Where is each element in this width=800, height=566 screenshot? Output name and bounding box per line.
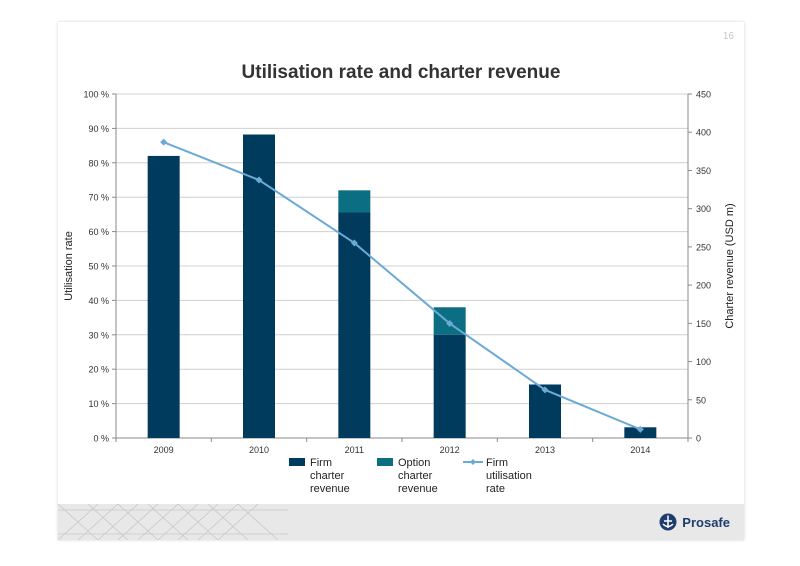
y-left-axis-label: Utilisation rate xyxy=(63,231,75,301)
line-point-2014 xyxy=(636,425,644,433)
y-left-tick-label: 90 % xyxy=(88,124,109,134)
bar-firm-2009 xyxy=(147,155,180,439)
legend-label: Firm xyxy=(486,457,508,469)
legend-label: revenue xyxy=(398,483,438,495)
line-point-2009 xyxy=(160,138,168,146)
y-right-tick-label: 150 xyxy=(696,319,711,329)
x-tick-label: 2010 xyxy=(249,445,269,455)
page-number: 16 xyxy=(722,31,734,42)
legend-label: rate xyxy=(486,483,505,495)
y-right-tick-label: 250 xyxy=(696,242,711,252)
legend-swatch-marker xyxy=(470,459,476,465)
legend-label: Option xyxy=(398,457,430,469)
bar-firm-2011 xyxy=(338,212,371,438)
y-right-tick-label: 0 xyxy=(696,434,701,444)
legend-label: charter xyxy=(310,470,345,482)
y-right-tick-label: 400 xyxy=(696,128,711,138)
x-tick-label: 2012 xyxy=(440,445,460,455)
slide: 16 Utilisation rate and charter revenue … xyxy=(58,22,744,540)
y-left-tick-label: 70 % xyxy=(88,193,109,203)
legend-label: revenue xyxy=(310,483,350,495)
brand-name: Prosafe xyxy=(682,514,730,530)
bar-firm-2012 xyxy=(433,334,466,438)
x-tick-label: 2011 xyxy=(345,445,364,455)
line-point-2013 xyxy=(541,386,549,394)
y-left-tick-label: 50 % xyxy=(88,262,109,272)
x-tick-label: 2009 xyxy=(154,445,174,455)
y-right-tick-label: 300 xyxy=(696,204,711,214)
y-left-tick-label: 30 % xyxy=(88,330,109,340)
line-firm-utilisation xyxy=(163,141,641,431)
chart-title: Utilisation rate and charter revenue xyxy=(241,62,561,83)
y-left-tick-label: 60 % xyxy=(88,227,109,237)
legend-label: Firm xyxy=(310,457,332,469)
prosafe-logo-icon xyxy=(659,513,677,531)
y-right-tick-label: 200 xyxy=(696,281,711,291)
y-left-tick-label: 10 % xyxy=(88,399,109,409)
legend-swatch-firm xyxy=(289,458,305,466)
y-right-tick-label: 350 xyxy=(696,166,711,176)
y-right-tick-label: 450 xyxy=(696,90,711,100)
line-point-2012 xyxy=(446,319,454,327)
y-left-tick-label: 40 % xyxy=(88,296,109,306)
footer-pattern xyxy=(58,504,288,540)
y-left-tick-label: 100 % xyxy=(83,90,109,100)
bar-option-2011 xyxy=(338,190,371,213)
bar-firm-2010 xyxy=(243,134,275,438)
y-left-tick-label: 80 % xyxy=(88,158,109,168)
x-tick-label: 2014 xyxy=(630,445,650,455)
line-point-2011 xyxy=(350,239,358,247)
brand-logo: Prosafe xyxy=(659,513,730,531)
y-right-axis-label: Charter revenue (USD m) xyxy=(724,203,736,328)
y-left-tick-label: 20 % xyxy=(88,365,109,375)
x-tick-label: 2013 xyxy=(535,445,555,455)
y-left-tick-label: 0 % xyxy=(93,434,109,444)
line-point-2010 xyxy=(255,176,263,184)
footer-band: Prosafe xyxy=(58,504,744,540)
combo-chart: 0 % 10 % 20 % 30 % 40 % 50 % 60 % 70 % 80 % 90 % 1… xyxy=(63,90,736,496)
legend-label: charter xyxy=(398,470,433,482)
legend-swatch-option xyxy=(377,458,393,466)
y-right-tick-label: 50 xyxy=(696,395,706,405)
legend-label: utilisation xyxy=(486,470,532,482)
y-right-tick-label: 100 xyxy=(696,357,711,367)
